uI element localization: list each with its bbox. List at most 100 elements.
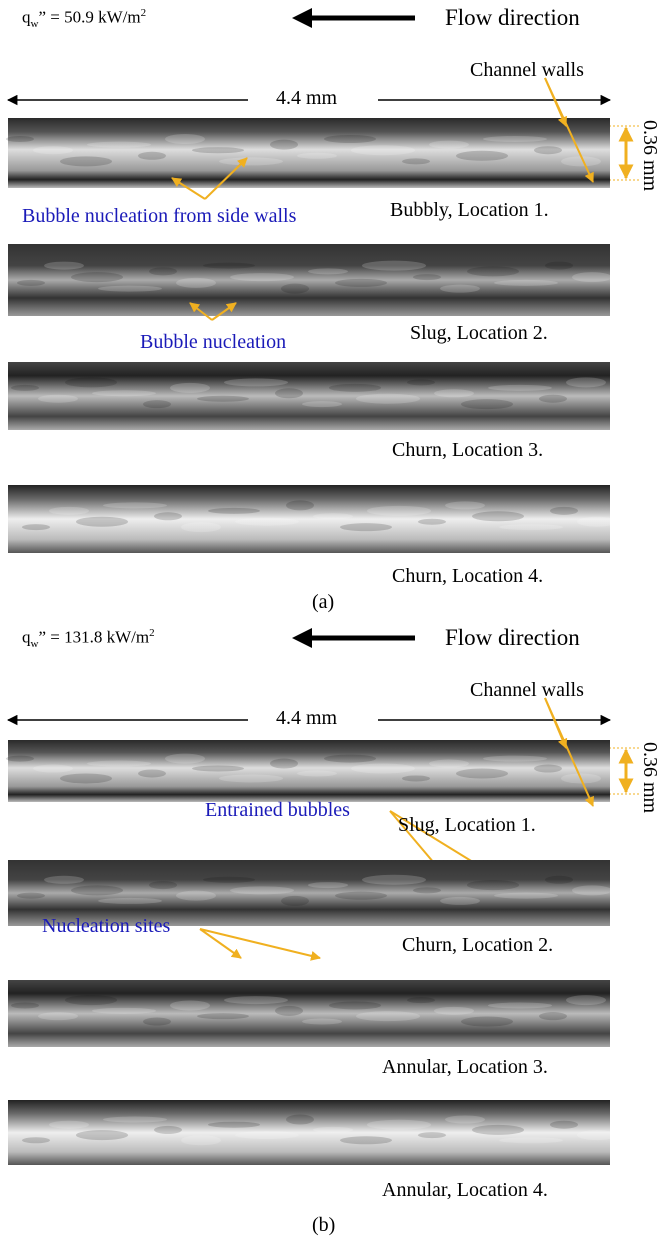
image-texture <box>87 142 151 148</box>
image-texture <box>44 876 84 884</box>
image-texture <box>170 1000 210 1010</box>
image-texture <box>11 385 39 391</box>
image-texture <box>181 1135 221 1145</box>
image-texture <box>539 1012 567 1020</box>
image-caption: Annular, Location 3. <box>382 1057 548 1077</box>
image-texture <box>176 278 216 288</box>
heat-flux-value: ” = 131.8 kW/m <box>38 628 149 647</box>
image-texture <box>545 262 573 270</box>
image-texture <box>461 399 513 409</box>
image-texture <box>6 756 34 762</box>
image-texture <box>494 893 558 899</box>
image-texture <box>154 512 182 520</box>
image-texture <box>356 1011 420 1021</box>
annotation: Entrained bubbles <box>205 800 350 820</box>
image-texture <box>429 760 469 768</box>
image-caption: Annular, Location 4. <box>382 1180 548 1200</box>
image-texture <box>407 997 435 1003</box>
image-texture <box>461 1017 513 1027</box>
image-texture <box>22 524 50 530</box>
image-texture <box>224 996 288 1004</box>
image-texture <box>456 768 508 778</box>
image-texture <box>335 892 387 900</box>
image-texture <box>98 898 162 904</box>
image-texture <box>472 1125 524 1135</box>
image-texture <box>308 268 348 274</box>
walls-label: Channel walls <box>470 680 584 700</box>
image-texture <box>329 1001 381 1009</box>
image-texture <box>467 880 519 890</box>
image-texture <box>149 267 177 275</box>
length-label: 4.4 mm <box>276 708 337 728</box>
image-texture <box>17 280 45 286</box>
image-texture <box>143 400 171 408</box>
flow-image <box>8 118 610 188</box>
image-texture <box>488 385 552 391</box>
heat-flux: qw” = 131.8 kW/m2 <box>22 628 155 650</box>
image-texture <box>87 761 151 767</box>
image-texture <box>572 885 612 895</box>
image-texture <box>192 766 244 772</box>
image-texture <box>60 773 112 783</box>
image-texture <box>572 272 612 282</box>
image-texture <box>275 388 303 398</box>
image-texture <box>577 517 617 527</box>
image-texture <box>324 135 376 143</box>
image-texture <box>472 511 524 521</box>
walls-label: Channel walls <box>470 60 584 80</box>
image-texture <box>138 769 166 777</box>
image-caption: Churn, Location 3. <box>392 440 543 460</box>
image-texture <box>60 156 112 166</box>
image-texture <box>434 1007 474 1015</box>
image-texture <box>76 517 128 527</box>
image-texture <box>281 284 309 294</box>
image-texture <box>192 147 244 153</box>
image-texture <box>313 1127 353 1133</box>
image-texture <box>17 893 45 899</box>
image-texture <box>494 280 558 286</box>
image-texture <box>566 377 606 387</box>
panel-label: (a) <box>312 592 334 612</box>
image-texture <box>230 273 294 281</box>
image-texture <box>302 401 342 407</box>
image-texture <box>456 151 508 161</box>
image-caption: Churn, Location 2. <box>402 935 553 955</box>
image-texture <box>270 759 298 769</box>
image-texture <box>154 1126 182 1134</box>
image-texture <box>534 146 562 154</box>
image-texture <box>230 886 294 894</box>
image-texture <box>33 765 73 773</box>
image-texture <box>219 774 283 782</box>
image-caption: Slug, Location 1. <box>398 815 536 835</box>
image-texture <box>203 877 255 883</box>
panel-label: (b) <box>312 1215 335 1235</box>
superscript: 2 <box>141 7 147 19</box>
image-texture <box>208 508 260 514</box>
superscript: 2 <box>149 627 155 639</box>
image-texture <box>165 754 205 764</box>
image-texture <box>6 136 34 142</box>
image-texture <box>545 876 573 884</box>
image-texture <box>483 136 547 142</box>
image-texture <box>103 502 167 508</box>
image-caption: Slug, Location 2. <box>410 323 548 343</box>
image-texture <box>413 274 441 280</box>
image-texture <box>197 1013 249 1019</box>
image-texture <box>197 396 249 402</box>
image-texture <box>313 513 353 519</box>
image-texture <box>38 1012 78 1020</box>
image-texture <box>38 395 78 403</box>
image-texture <box>203 263 255 269</box>
image-texture <box>11 1002 39 1008</box>
image-texture <box>176 891 216 901</box>
flow-label: Flow direction <box>445 626 580 649</box>
image-texture <box>499 1137 563 1143</box>
figure: qw” = 50.9 kW/m2Flow directionChannel wa… <box>0 0 659 1235</box>
image-texture <box>49 1121 89 1129</box>
image-texture <box>445 1116 485 1124</box>
image-texture <box>362 261 426 271</box>
image-texture <box>483 756 547 762</box>
image-texture <box>351 145 415 155</box>
image-texture <box>208 1122 260 1128</box>
image-texture <box>235 1131 299 1139</box>
